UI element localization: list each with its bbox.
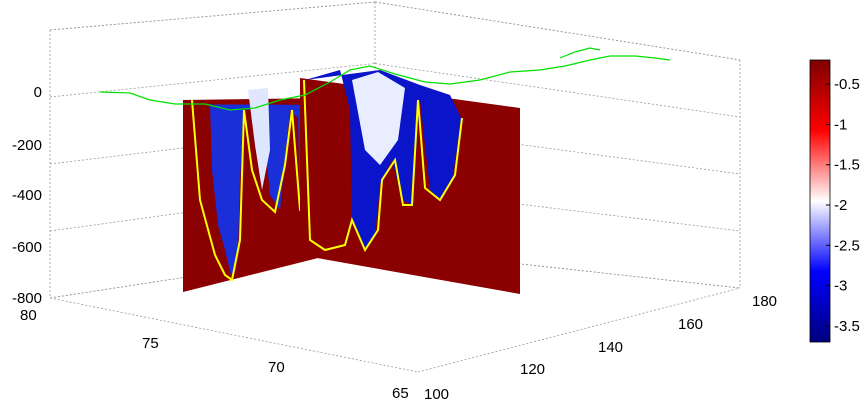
lon-tick-label: 160 (678, 316, 703, 333)
z-grid-line (49, 63, 376, 98)
colorbar-tick-label: -1.5 (834, 157, 860, 174)
slice-left-white-region (248, 88, 270, 190)
z-grid-line (374, 1, 741, 61)
coastline (99, 55, 671, 111)
lat-tick-label: 70 (268, 359, 285, 376)
lat-tick-label: 80 (20, 307, 37, 324)
colorbar-gradient (809, 59, 831, 343)
z-tick-label: -600 (12, 239, 42, 256)
colorbar: -0.5 -1 -1.5 -2 -2.5 -3 -3.5 (809, 59, 860, 343)
z-grid-line (49, 1, 376, 31)
slice-left (183, 88, 330, 292)
colorbar-tick-label: -0.5 (834, 76, 860, 93)
lon-tick-label: 120 (520, 361, 545, 378)
slice-right-contour (303, 79, 463, 253)
z-tick-label: -800 (12, 290, 42, 307)
z-tick-label: -200 (12, 137, 42, 154)
z-grid-line (374, 63, 741, 118)
slice-right-white-region (352, 72, 405, 165)
coastline-fragment (559, 47, 601, 59)
colorbar-tick-label: -1 (834, 116, 847, 133)
grid-line (49, 297, 419, 373)
z-tick-label: 0 (34, 84, 42, 101)
colorbar-tick-label: -2.5 (834, 237, 860, 254)
lon-tick-label: 140 (598, 339, 623, 356)
lat-tick-label: 65 (392, 385, 409, 402)
lon-tick-label: 180 (752, 293, 777, 310)
colorbar-tick-label: -3.5 (834, 318, 860, 335)
slice-left-blue-region (186, 104, 328, 280)
slice-right (300, 70, 520, 294)
colorbar-tick-label: -3 (834, 278, 847, 295)
grid-line (417, 287, 741, 373)
z-tick-label: -400 (12, 187, 42, 204)
lat-tick-label: 75 (142, 335, 159, 352)
colorbar-tick-label: -2 (834, 197, 847, 214)
lon-tick-label: 100 (424, 386, 449, 403)
